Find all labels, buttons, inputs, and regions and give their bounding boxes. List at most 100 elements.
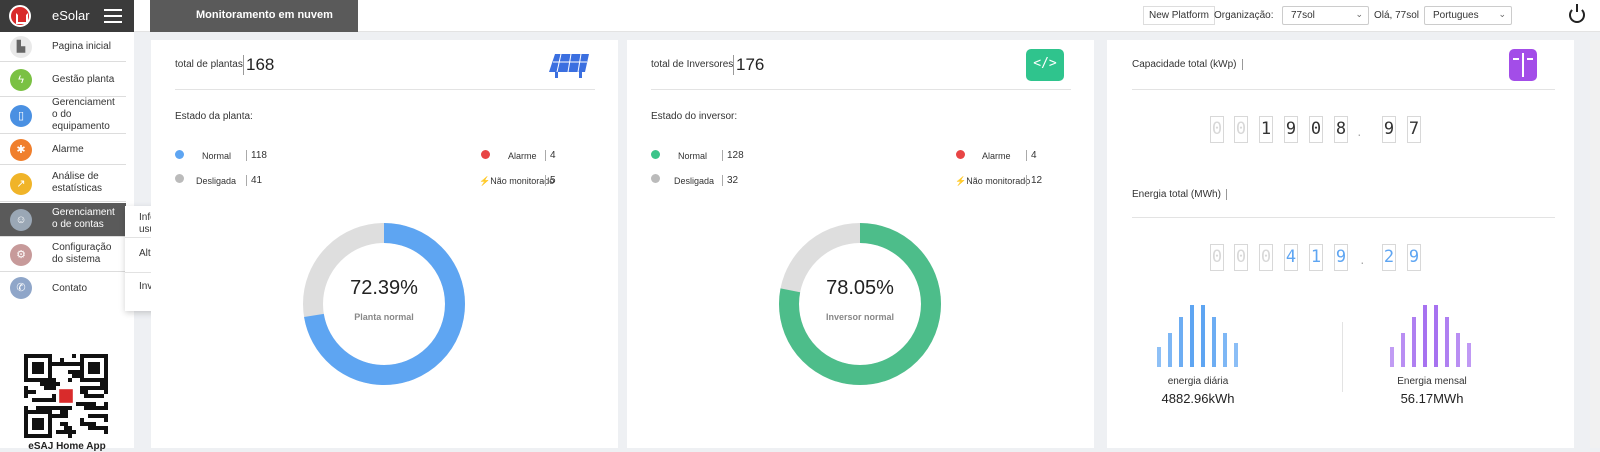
qr-label: eSAJ Home App: [28, 441, 106, 452]
inverters-offline-label: Desligada: [674, 176, 715, 186]
decor-bar: [1168, 333, 1172, 367]
inverters-unmonitored-count: 12: [1026, 175, 1042, 186]
chevron-down-icon: ⌄: [1355, 9, 1363, 19]
sidebar-item-label: Alarme: [52, 144, 84, 155]
lightning-icon: ϟ: [10, 69, 32, 91]
digit-cell: 0: [1234, 116, 1248, 143]
energy-title: Energia total (MWh): [1132, 189, 1227, 200]
chevron-down-icon: ⌄: [1498, 9, 1506, 19]
sidebar-item-contact[interactable]: ✆ Contato: [0, 273, 126, 303]
inverters-alarm-label: Alarme: [982, 151, 1011, 161]
language-select[interactable]: Portugues ⌄: [1424, 6, 1512, 25]
brand: eSolar: [0, 0, 134, 32]
digit-cell: 9: [1382, 116, 1396, 143]
sidebar-item-label: Análise de estatísticas: [52, 171, 103, 194]
plants-normal-percent: 72.39%: [350, 277, 418, 299]
decor-bar: [1201, 305, 1205, 367]
unplug-icon: ⚡: [479, 176, 491, 186]
trend-icon: ↗: [10, 173, 32, 195]
decor-bar: [1412, 317, 1416, 367]
inverters-card: total de Inversores 176 </> Estado do in…: [627, 40, 1094, 448]
inverters-normal-percent: 78.05%: [826, 277, 894, 299]
decor-bar: [1423, 305, 1427, 367]
offline-dot: [651, 174, 660, 183]
hamburger-menu-icon[interactable]: [104, 9, 122, 23]
sidebar-item-equipment[interactable]: ▯ Gerenciament o do equipamento: [0, 97, 126, 134]
sidebar: ▙ Pagina inicial ϟ Gestão planta ▯ Geren…: [0, 32, 134, 452]
sidebar-item-statistics[interactable]: ↗ Análise de estatísticas: [0, 166, 126, 202]
digit-cell: 9: [1407, 244, 1421, 271]
phone-icon: ✆: [10, 277, 32, 299]
code-window-icon: </>: [1026, 49, 1064, 81]
inverters-divider: [651, 89, 1071, 90]
inverters-alarm-count: 4: [1026, 150, 1037, 161]
capacity-card: Capacidade total (kWp) 0 0 1 9 0 8 9 7 · Energia…: [1107, 40, 1574, 448]
decor-bar: [1157, 347, 1161, 367]
digit-cell: 9: [1284, 116, 1298, 143]
inverters-unmonitored-text: Não monitorado: [966, 176, 1031, 186]
digit-cell: 0: [1259, 244, 1273, 271]
digit-cell: 0: [1210, 116, 1224, 143]
sidebar-item-alarm[interactable]: ✱ Alarme: [0, 135, 126, 165]
plants-unmonitored-label: ⚡Não monitorado: [479, 176, 554, 187]
qr-code-image: [24, 354, 108, 438]
decimal-separator: ·: [1360, 254, 1365, 270]
digit-cell: 1: [1309, 244, 1323, 271]
inverters-donut-label: Inversor normal: [825, 312, 895, 322]
plants-normal-count: 118: [246, 150, 267, 161]
organization-value: 77sol: [1291, 10, 1315, 21]
donut-normal-segment: [303, 223, 465, 385]
organization-select[interactable]: 77sol ⌄: [1282, 6, 1369, 25]
plants-donut-label: Planta normal: [354, 312, 414, 322]
home-chart-icon: ▙: [10, 36, 32, 58]
sidebar-item-plant-management[interactable]: ϟ Gestão planta: [0, 63, 126, 97]
decor-bar: [1434, 305, 1438, 367]
decor-bar: [1179, 317, 1183, 367]
energy-divider: [1132, 217, 1555, 218]
digit-cell: 4: [1284, 244, 1298, 271]
digit-cell: 0: [1309, 116, 1323, 143]
monthly-energy-label: Energia mensal: [1397, 376, 1467, 387]
monthly-energy-value: 56.17MWh: [1400, 391, 1464, 406]
plants-donut-chart: [303, 223, 465, 385]
server-book-icon: [1509, 49, 1537, 81]
sidebar-item-system-config[interactable]: ⚙ Configuração do sistema: [0, 238, 126, 272]
sidebar-item-label: Gestão planta: [52, 74, 115, 85]
alarm-dot: [481, 150, 490, 159]
decor-bar: [1212, 317, 1216, 367]
capacity-title: Capacidade total (kWp): [1132, 59, 1243, 70]
plants-total: 168: [243, 55, 274, 75]
power-logout-icon[interactable]: [1569, 4, 1585, 23]
inverters-donut-chart: [779, 223, 941, 385]
inverters-title: total de Inversores: [651, 59, 734, 70]
new-platform-button[interactable]: New Platform: [1143, 6, 1216, 25]
plants-offline-count: 41: [246, 175, 262, 186]
plants-normal-label: Normal: [202, 151, 232, 161]
tab-cloud-monitoring[interactable]: Monitoramento em nuvem: [150, 0, 358, 32]
plants-offline-label: Desligada: [196, 176, 237, 186]
esolar-logo: [9, 5, 31, 27]
organization-label: Organização:: [1214, 10, 1274, 21]
donut-normal-segment: [779, 223, 941, 385]
plants-alarm-label: Alarme: [508, 151, 537, 161]
stats-divider: [1342, 322, 1343, 392]
digit-cell: 0: [1210, 244, 1224, 271]
plants-state-label: Estado da planta:: [175, 111, 253, 122]
sidebar-item-label: Contato: [52, 283, 88, 294]
normal-dot: [175, 150, 184, 159]
plants-unmonitored-count: 5: [545, 175, 556, 186]
sidebar-item-home[interactable]: ▙ Pagina inicial: [0, 32, 126, 62]
sidebar-item-label: Configuração do sistema: [52, 242, 112, 265]
digit-cell: 8: [1334, 116, 1348, 143]
gear-icon: ⚙: [10, 244, 32, 266]
solar-panel-icon: [549, 53, 589, 78]
decor-bar: [1401, 333, 1405, 367]
page-scrollbar[interactable]: [1590, 40, 1600, 448]
plants-title: total de plantas: [175, 59, 243, 70]
normal-dot: [651, 150, 660, 159]
daily-energy-value: 4882.96kWh: [1161, 391, 1235, 406]
digit-cell: 1: [1259, 116, 1273, 143]
sidebar-item-account-management[interactable]: ☺ Gerenciament o de contas: [0, 203, 126, 237]
greeting-text: Olá, 77sol: [1374, 10, 1420, 21]
decor-bar: [1190, 305, 1194, 367]
